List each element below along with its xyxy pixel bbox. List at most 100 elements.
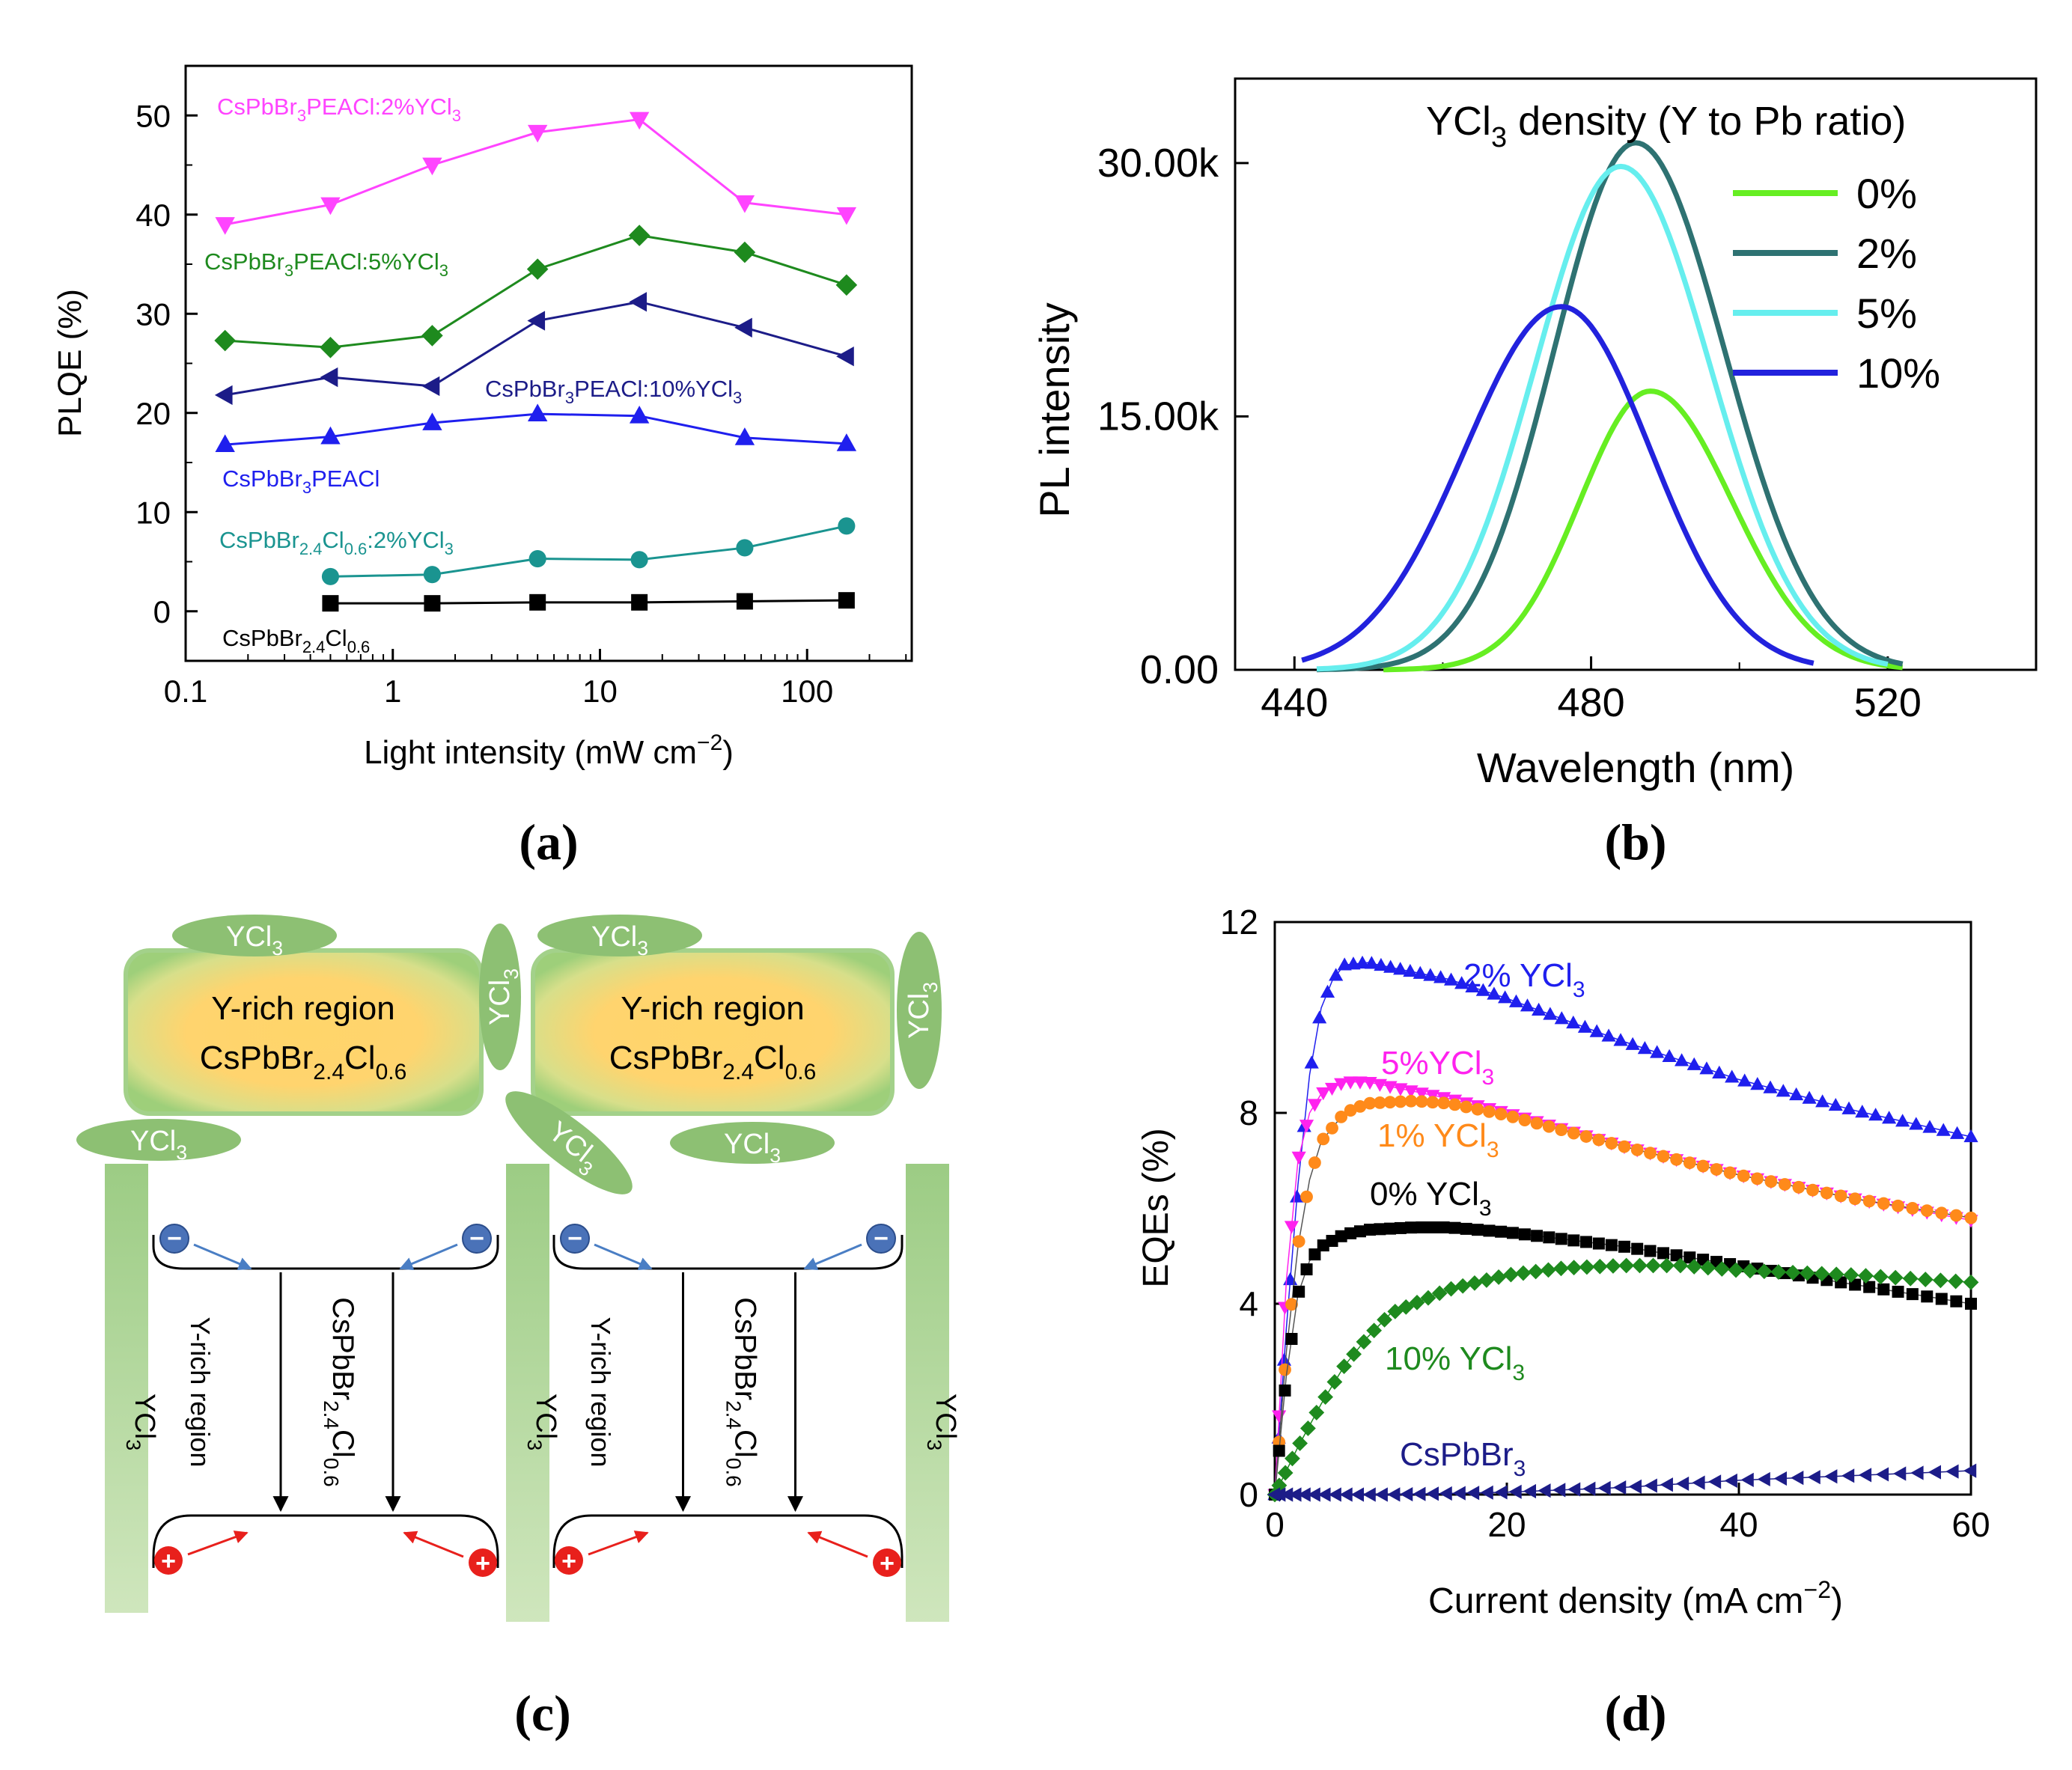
ycl3-label: YCl3: [904, 982, 942, 1039]
data-point-d: [1383, 959, 1398, 973]
data-point-d: [1710, 1163, 1723, 1176]
data-point-d: [1618, 1240, 1630, 1253]
data-point-d: [1637, 1041, 1652, 1055]
data-point-a: [215, 434, 235, 453]
data-point-d: [1448, 1221, 1461, 1234]
data-point-d: [1737, 1073, 1752, 1087]
electron-arrow: [594, 1243, 653, 1271]
ytick-label-d: 4: [1239, 1284, 1258, 1323]
data-point-d: [1543, 1231, 1555, 1244]
data-point-d: [1605, 1258, 1621, 1274]
electron: [866, 1224, 896, 1254]
data-point-d: [1828, 1097, 1843, 1111]
xtick-label-d: 60: [1951, 1505, 1990, 1544]
data-point-d: [1374, 1487, 1388, 1502]
data-point-d: [1471, 1102, 1484, 1116]
panel-label-c: (c): [514, 1685, 570, 1742]
data-point-d: [1613, 1480, 1627, 1495]
ycl3-bar-label: YCl3: [923, 1394, 961, 1450]
data-point-a: [320, 197, 341, 216]
data-point-d: [1383, 1081, 1398, 1094]
data-point-d: [1802, 1090, 1817, 1104]
data-point-a: [836, 347, 854, 367]
xlabel-a-text: Light intensity (mW cm: [364, 734, 697, 771]
data-point-d: [1307, 1099, 1323, 1112]
ytick-label-d: 8: [1239, 1093, 1258, 1132]
data-point-d: [1452, 1486, 1466, 1501]
data-point-d: [1334, 1078, 1349, 1091]
data-point-d: [1963, 1274, 1979, 1290]
data-point-d: [1773, 1471, 1788, 1486]
data-point-d: [1308, 1248, 1321, 1261]
data-point-d: [1657, 1247, 1670, 1260]
data-point-d: [1828, 1266, 1844, 1283]
data-point-d: [1404, 1085, 1419, 1099]
data-point-d: [1329, 968, 1344, 981]
data-point-d: [1756, 1263, 1773, 1280]
ytick-label-d: 12: [1220, 903, 1258, 942]
formula-vertical-label: CsPbBr2.4Cl0.6: [320, 1297, 359, 1486]
ytick-label-a: 20: [135, 396, 171, 431]
electron-sign: −: [167, 1224, 182, 1253]
data-point-d: [1577, 1019, 1593, 1033]
series-label-d: 1% YCl3: [1377, 1117, 1499, 1162]
data-point-d: [1285, 1332, 1298, 1345]
data-point-d: [1770, 1264, 1787, 1280]
data-point-d: [1696, 1159, 1710, 1173]
data-point-a: [630, 551, 648, 569]
data-point-d: [1344, 1104, 1357, 1117]
data-point-d: [1566, 1260, 1582, 1276]
series-group-a: [214, 112, 858, 612]
data-point-d: [1414, 1087, 1429, 1101]
data-point-d: [1815, 1094, 1830, 1108]
data-point-d: [1841, 1101, 1856, 1114]
data-point-d: [1279, 1384, 1291, 1397]
panel-a: 0.1 1 10 100 0 10 20 30 40 50 PLQE (%) Light inte…: [52, 64, 913, 870]
data-point-a: [423, 566, 441, 584]
data-point-a: [836, 207, 857, 225]
xlabel-a-sup: −2: [697, 730, 722, 755]
data-point-d: [1949, 1126, 1965, 1139]
data-point-d: [1892, 1199, 1904, 1212]
fit-line-d: [1274, 1265, 1972, 1495]
annot-a-2pct: CsPbBr3PEACl:2%YCl3: [217, 94, 461, 125]
data-point-a: [421, 325, 443, 347]
data-point-d: [1582, 1481, 1596, 1496]
ytick-label-b: 0.00: [1140, 647, 1219, 692]
electron: [159, 1224, 189, 1254]
hole: [555, 1546, 583, 1575]
data-point-a: [631, 593, 648, 611]
ycl3-bar-labels: YCl3 YCl3 YCl3: [122, 1394, 961, 1450]
data-point-d: [1494, 1485, 1508, 1500]
data-point-d: [1605, 1239, 1618, 1251]
data-point-d: [1554, 1011, 1569, 1025]
series-label-d: 5%YCl3: [1381, 1045, 1494, 1090]
data-point-d: [1672, 1257, 1689, 1274]
data-point-d: [1820, 1186, 1833, 1200]
data-point-d: [1284, 1221, 1299, 1234]
data-point-d: [1553, 1260, 1569, 1277]
data-point-d: [1707, 1474, 1722, 1489]
data-point-d: [1394, 1095, 1407, 1108]
data-point-d: [1336, 1358, 1352, 1374]
data-point-d: [1518, 1228, 1531, 1241]
ycl3-bar-right: [906, 1164, 949, 1622]
data-point-d: [1394, 1221, 1407, 1234]
xlabel-d-close: ): [1831, 1581, 1843, 1621]
data-point-a: [322, 595, 339, 612]
data-point-d: [1454, 976, 1469, 989]
data-point-a: [214, 329, 236, 352]
data-point-d: [1778, 1178, 1791, 1191]
data-point-a: [836, 433, 857, 451]
ylabel-b: PL intensity: [1031, 302, 1078, 517]
panel-label-d: (d): [1604, 1685, 1666, 1742]
data-point-d: [1466, 1486, 1480, 1501]
data-point-d: [1601, 1028, 1616, 1042]
data-point-d: [1317, 1389, 1334, 1406]
data-point-d: [1917, 1272, 1934, 1287]
data-point-d: [1868, 1108, 1883, 1121]
data-point-d: [1372, 1078, 1387, 1092]
data-point-d: [1644, 1245, 1657, 1257]
data-point-d: [1712, 1065, 1727, 1078]
spectrum-line-b: [1316, 163, 1889, 672]
